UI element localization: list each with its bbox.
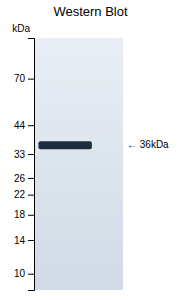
y-tick-label: 26 bbox=[14, 173, 26, 184]
y-axis-line bbox=[28, 39, 35, 291]
y-axis-label: kDa bbox=[12, 23, 30, 34]
y-tick-mark bbox=[28, 240, 34, 241]
y-tick: 18 bbox=[14, 209, 34, 220]
y-tick: 33 bbox=[14, 149, 34, 160]
plot-area bbox=[34, 38, 123, 290]
y-tick-label: 33 bbox=[14, 149, 26, 160]
title: Western Blot bbox=[53, 4, 128, 19]
y-tick-mark bbox=[28, 215, 34, 216]
y-tick-label: 44 bbox=[14, 120, 26, 131]
gel-background bbox=[34, 38, 123, 290]
chart: 70 44 33 26 22 18 14 10 kDa Western Blot ← 36kDa bbox=[0, 0, 181, 300]
y-tick: 26 bbox=[14, 173, 34, 184]
y-tick-mark bbox=[28, 79, 34, 80]
y-tick-mark bbox=[28, 274, 34, 275]
y-axis: 70 44 33 26 22 18 14 10 bbox=[14, 39, 35, 291]
y-tick: 22 bbox=[14, 189, 34, 200]
y-tick-label: 22 bbox=[14, 189, 26, 200]
band bbox=[38, 141, 91, 149]
y-tick-label: 14 bbox=[14, 235, 26, 246]
y-tick-mark bbox=[28, 178, 34, 179]
y-tick: 14 bbox=[14, 235, 34, 246]
y-tick-label: 18 bbox=[14, 209, 26, 220]
y-tick-mark bbox=[28, 195, 34, 196]
y-tick: 10 bbox=[14, 268, 34, 279]
y-tick-label: 70 bbox=[14, 73, 26, 84]
y-tick: 70 bbox=[14, 73, 34, 84]
y-tick: 44 bbox=[14, 120, 34, 131]
annotation: ← 36kDa bbox=[127, 139, 169, 150]
y-tick-mark bbox=[28, 154, 34, 155]
y-tick-mark bbox=[28, 125, 34, 126]
y-tick-label: 10 bbox=[14, 268, 26, 279]
